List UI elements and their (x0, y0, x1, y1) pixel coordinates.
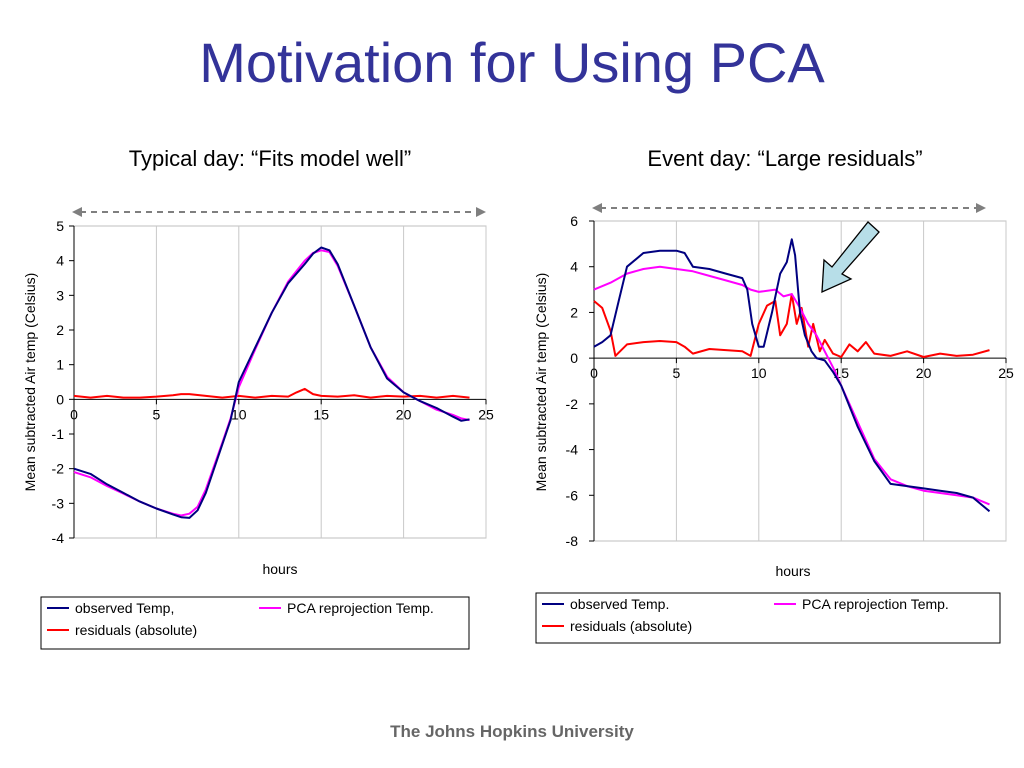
legend-label: observed Temp. (570, 596, 669, 612)
y-tick-label: -8 (566, 533, 579, 549)
x-tick-label: 5 (673, 365, 681, 381)
x-tick-label: 25 (998, 365, 1014, 381)
left-chart-subtitle: Typical day: “Fits model well” (128, 146, 412, 171)
series-line-residuals (73, 387, 470, 399)
y-tick-label: 3 (56, 287, 64, 303)
arrow-head-right (476, 207, 486, 217)
x-tick-label: 10 (231, 406, 247, 422)
right-chart-subtitle: Event day: “Large residuals” (647, 146, 923, 171)
x-tick-label: 15 (313, 406, 329, 422)
y-tick-label: 4 (56, 253, 64, 269)
y-tick-label: 0 (570, 350, 578, 366)
y-tick-label: 0 (56, 391, 64, 407)
y-tick-label: -2 (52, 461, 65, 477)
y-tick-label: 2 (56, 322, 64, 338)
typical-day-chart: -4 -3 -2 -1 0 1 2 3 4 5 0 5 10 15 20 25 hours Mean subtra… (22, 207, 494, 650)
y-tick-label: -4 (566, 442, 579, 458)
x-axis-title: hours (775, 563, 810, 579)
plot-area (73, 225, 487, 539)
y-tick-label: 4 (570, 259, 578, 275)
slide-footer: The Johns Hopkins University (390, 722, 634, 741)
series-line-observed (593, 238, 991, 513)
x-tick-label: 20 (396, 406, 412, 422)
x-axis-title: hours (262, 561, 297, 577)
y-tick-label: -2 (566, 396, 579, 412)
legend-box (535, 592, 1001, 644)
y-tick-label: 2 (570, 304, 578, 320)
callout-arrow (821, 221, 880, 294)
series-line-residuals (593, 293, 990, 358)
arrow-head-left (592, 203, 602, 213)
legend-label: PCA reprojection Temp. (802, 596, 949, 612)
legend-label: PCA reprojection Temp. (287, 600, 434, 616)
legend-label: residuals (absolute) (75, 622, 197, 638)
y-axis-title: Mean subtracted Air temp (Celsius) (22, 273, 38, 492)
x-tick-label: 10 (751, 365, 767, 381)
x-tick-label: 0 (590, 365, 598, 381)
series-line-pca (73, 249, 470, 517)
y-tick-label: 1 (56, 357, 64, 373)
x-tick-label: 5 (153, 406, 161, 422)
x-tick-label: 20 (916, 365, 932, 381)
y-tick-label: 5 (56, 218, 64, 234)
series-line-pca (593, 265, 990, 506)
y-tick-label: 6 (570, 213, 578, 229)
slide-title: Motivation for Using PCA (199, 31, 825, 94)
y-tick-label: -4 (52, 530, 65, 546)
x-tick-label: 0 (70, 406, 78, 422)
legend-box (40, 596, 470, 650)
arrow-head-left (72, 207, 82, 217)
y-tick-label: -3 (52, 495, 65, 511)
series-line-observed (73, 246, 470, 519)
legend-label: residuals (absolute) (570, 618, 692, 634)
y-tick-label: -1 (52, 426, 65, 442)
arrow-head-right (976, 203, 986, 213)
y-tick-label: -6 (566, 487, 579, 503)
y-axis-title: Mean subtracted Air temp (Celsius) (533, 273, 549, 492)
x-tick-label: 25 (478, 406, 494, 422)
legend-label: observed Temp, (75, 600, 174, 616)
